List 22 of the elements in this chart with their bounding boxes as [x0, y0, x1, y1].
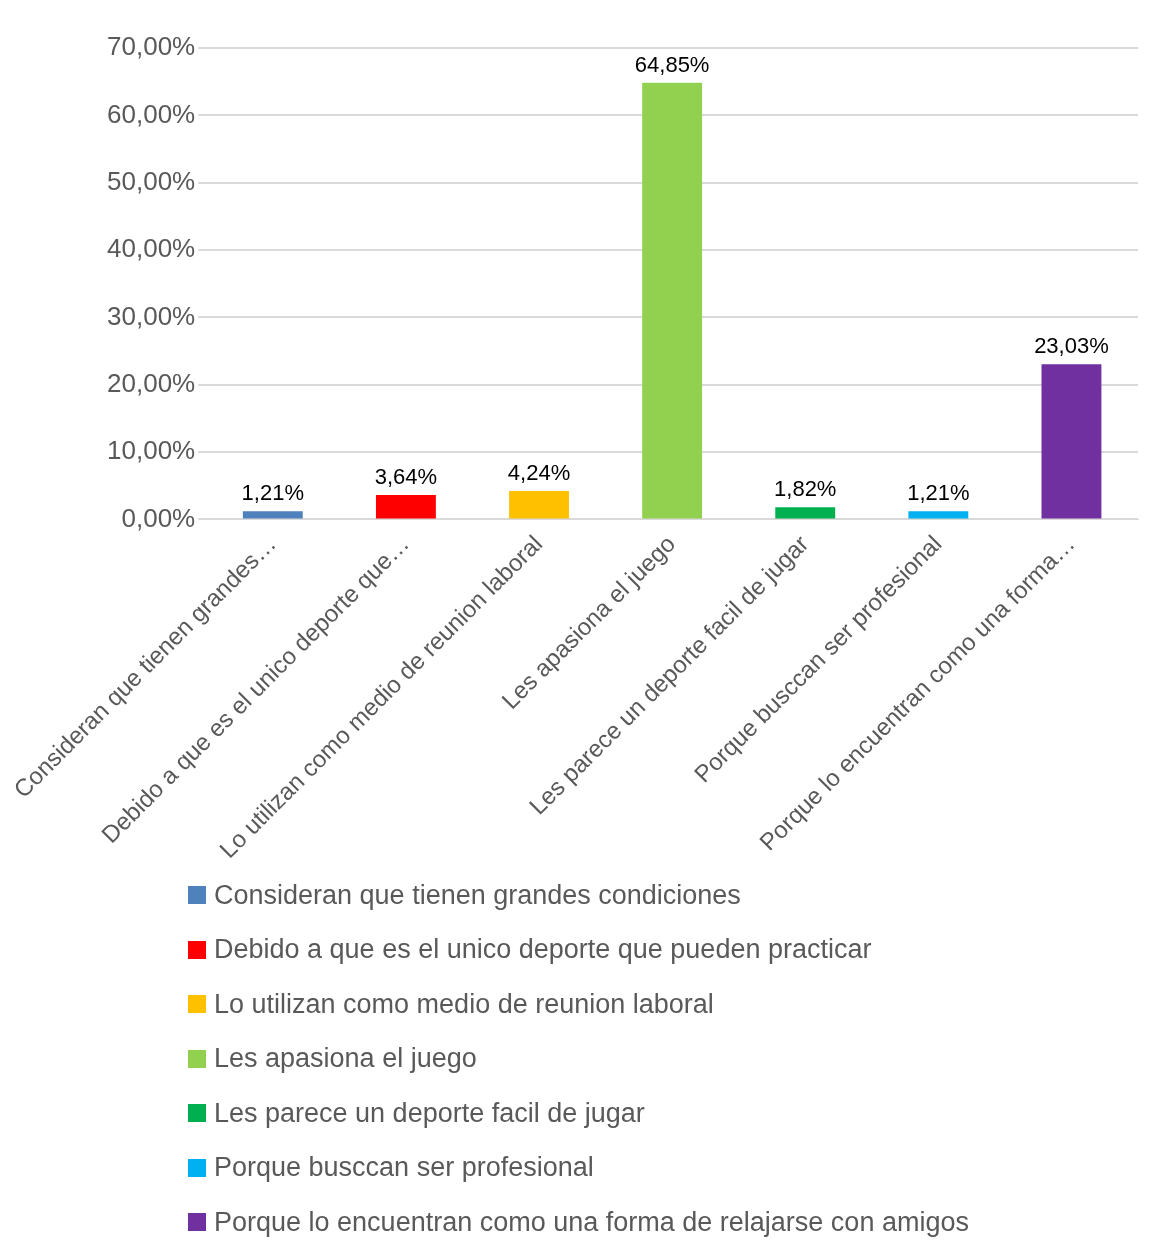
legend-label: Les apasiona el juego — [214, 1043, 477, 1075]
legend-label: Debido a que es el unico deporte que pueden practicar — [214, 934, 872, 966]
data-label: 4,24% — [507, 459, 571, 485]
y-tick-label: 40,00% — [107, 233, 196, 264]
y-tick-label: 60,00% — [107, 98, 196, 129]
data-label: 3,64% — [374, 464, 438, 490]
data-label: 23,03% — [1034, 333, 1109, 359]
y-tick-label: 0,00% — [121, 502, 196, 533]
data-label: 1,82% — [774, 476, 837, 502]
data-label: 1,21% — [241, 480, 304, 506]
data-label: 64,85% — [634, 51, 710, 77]
y-tick-label: 70,00% — [107, 31, 196, 62]
y-tick-label: 20,00% — [107, 367, 196, 398]
y-tick-label: 50,00% — [107, 165, 196, 196]
legend-label: Consideran que tienen grandes condiciones — [214, 879, 741, 911]
data-label: 1,21% — [907, 480, 970, 506]
legend-label: Les parece un deporte facil de jugar — [214, 1097, 645, 1129]
y-tick-label: 30,00% — [107, 300, 196, 331]
legend-label: Lo utilizan como medio de reunion laboral — [214, 988, 714, 1020]
y-tick-label: 10,00% — [107, 435, 196, 466]
legend-label: Porque busccan ser profesional — [214, 1152, 594, 1184]
legend-label: Porque lo encuentran como una forma de relajarse con amigos — [214, 1206, 969, 1238]
